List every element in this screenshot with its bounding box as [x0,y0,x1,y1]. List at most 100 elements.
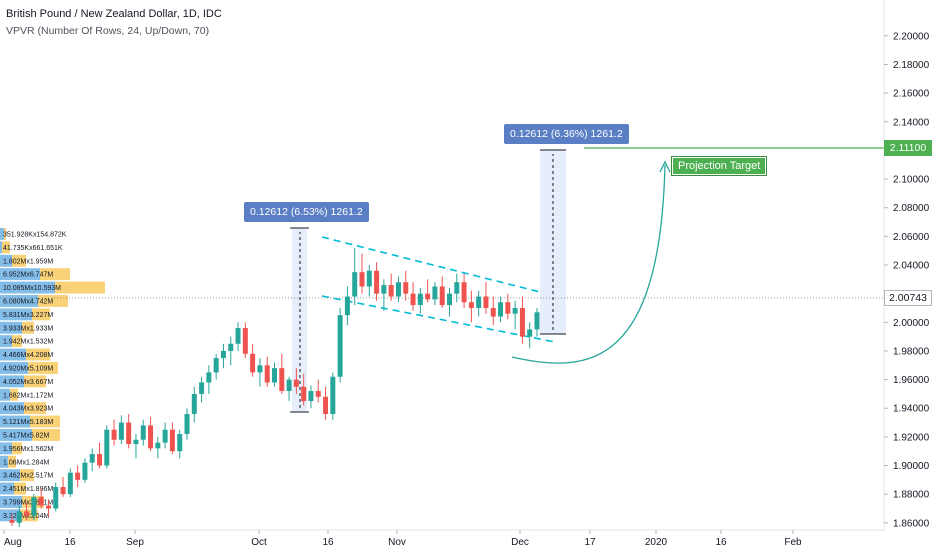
time-tick-label: 16 [64,537,76,548]
candle [111,419,117,446]
candle [374,262,380,301]
candle [461,273,467,308]
candle [67,468,73,498]
vpvr-row: 5.121Mx5.183M [0,415,60,428]
price-tick-label: 1.90000 [893,461,930,472]
vpvr-row-label: 4.043Mx3.923M [3,406,53,413]
candle [242,322,248,359]
candle [534,307,540,337]
vpvr-row-label: 1.06Mx1.284M [3,459,49,466]
measure-left-box[interactable] [292,228,307,412]
candle [527,322,533,349]
time-axis[interactable]: Aug 16 Sep Oct 16 Nov Dec 17 2020 16 Feb [0,529,932,550]
price-tick-label: 2.08000 [893,203,930,214]
vpvr-row-label: 351.928Kx154.872K [3,232,67,239]
price-tick-label: 2.10000 [893,175,930,186]
symbol-title: British Pound / New Zealand Dollar, 1D, … [6,8,222,20]
time-tick-label: Dec [511,537,529,548]
price-tick-label: 2.16000 [893,89,930,100]
candles [9,247,540,528]
vpvr-row-label: 3.799Mx3.801M [3,500,53,507]
candle [476,290,482,317]
projection-price-tag: 2.11100 [884,140,932,156]
price-tick-label: 1.88000 [893,490,930,501]
vpvr-row: 1.802Mx1.959M [0,254,53,267]
candle [148,416,154,452]
vpvr-row: 4.043Mx3.923M [0,402,53,415]
vpvr-row: 4.052Mx3.667M [0,375,53,388]
candle [118,415,124,445]
candle [264,356,270,387]
measure-left-label: 0.12612 (6.53%) 1261.2 [244,202,369,222]
vpvr-row-label: 2.451Mx1.896M [3,486,53,493]
price-tick-label: 2.14000 [893,117,930,128]
candle [133,434,139,459]
candle [425,279,431,303]
candle [9,514,15,526]
vpvr-row-label: 1.682Mx1.172M [3,392,53,399]
channel-upper-line[interactable] [321,236,541,293]
candle [169,422,175,455]
vpvr-row: 3.933Mx1.933M [0,321,53,334]
candle [38,488,44,509]
candle [60,477,66,498]
candle [126,413,132,449]
price-tick-label: 1.92000 [893,432,930,443]
candle [483,282,489,314]
candle [140,419,146,446]
candle [410,282,416,311]
vpvr-row-label: 10.085Mx10.593M [3,285,61,292]
time-tick-label: Oct [251,537,267,548]
vpvr-row-label: 6.080Mx4.742M [3,299,53,306]
time-tick-label: Aug [4,537,22,548]
candle [286,376,292,402]
candle [417,287,423,314]
vpvr-row: 2.451Mx1.896M [0,482,53,495]
candle [432,282,438,306]
candle [279,353,285,394]
vpvr-row-label: 4.920Mx5.109M [3,366,53,373]
projection-curve[interactable] [511,164,666,364]
candle [505,293,511,320]
vpvr-row-label: 4.052Mx3.667M [3,379,53,386]
candle [301,373,307,406]
projection-arrow-head [659,160,671,173]
vpvr-row-label: 5.831Mx3.227M [3,312,53,319]
indicator-label[interactable]: VPVR (Number Of Rows, 24, Up/Down, 70) [6,25,210,37]
candle [359,253,365,294]
vpvr-row: 5.831Mx3.227M [0,308,53,321]
vpvr-row: 4.920Mx5.109M [0,362,58,374]
candle [162,422,168,449]
candle [97,442,102,469]
vpvr-histogram: 351.928Kx154.872K 41.735Kx661.651K 1.802Mx… [0,228,105,522]
price-tick-label: 2.06000 [893,232,930,243]
candle [228,336,234,366]
vpvr-row: 351.928Kx154.872K [0,228,67,240]
time-tick-label: Nov [388,537,406,548]
price-tick-label: 2.18000 [893,60,930,71]
candle [250,343,256,377]
price-axis[interactable]: 2.200002.180002.160002.140002.120002.100… [883,0,932,530]
candle [53,482,59,512]
candle [454,273,460,303]
vpvr-row-label: 5.121Mx5.183M [3,419,53,426]
price-tick-label: 2.20000 [893,31,930,42]
vpvr-row-label: 3.462Mx2.517M [3,473,53,480]
vpvr-row-label: 3.933Mx1.933M [3,325,53,332]
candle [344,286,350,326]
candle [352,247,358,306]
vpvr-row-label: 1.942Mx1.532M [3,339,53,346]
candle [447,287,452,317]
vpvr-row-label: 1.802Mx1.959M [3,258,53,265]
vpvr-row: 1.956Mx1.562M [0,442,53,455]
price-tick-label: 1.94000 [893,404,930,415]
time-tick-label: 16 [715,537,727,548]
candle [184,408,190,440]
time-tick-label: 16 [322,537,334,548]
candle [45,499,51,518]
channel-lower-line[interactable] [321,295,556,343]
candle [519,296,525,344]
price-tick-label: 1.98000 [893,346,930,357]
candle [366,265,372,297]
